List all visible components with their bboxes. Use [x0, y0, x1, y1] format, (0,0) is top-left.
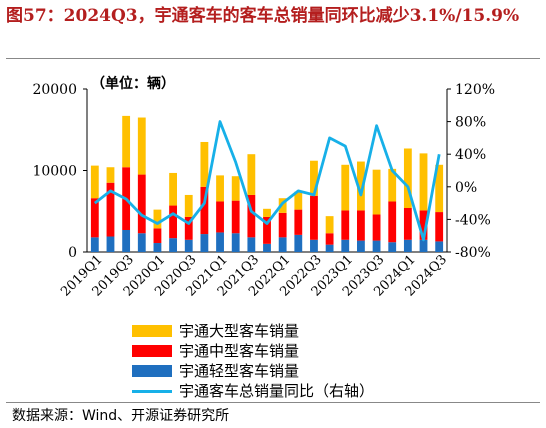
- bar-segment: [357, 210, 365, 241]
- bar-segment: [294, 209, 303, 235]
- figure-title: 图57：2024Q3，宇通客车的客车总销量同环比减少3.1%/15.9%: [6, 6, 520, 26]
- bar-segment: [403, 148, 412, 208]
- legend-label-medium-bus: 宇通中型客车销量: [179, 342, 300, 360]
- bar-segment: [403, 239, 412, 252]
- bar-segment: [419, 210, 428, 240]
- bar-segment: [388, 168, 397, 202]
- right-tick-label: 120%: [455, 82, 495, 98]
- bar-segment: [153, 243, 162, 252]
- bar-segment: [90, 165, 99, 199]
- bar-segment: [263, 216, 271, 244]
- bar-segment: [388, 201, 397, 243]
- bar-segment: [372, 240, 381, 252]
- bar-segment: [216, 232, 224, 252]
- bar-segment: [122, 115, 131, 168]
- bar-segment: [153, 228, 162, 244]
- bar-segment: [357, 240, 365, 252]
- bar-segment: [200, 141, 209, 187]
- bar-segment: [169, 172, 177, 206]
- bar-segment: [231, 233, 240, 252]
- bar-segment: [169, 238, 177, 252]
- bar-segment: [137, 174, 146, 234]
- bar-segment: [278, 212, 287, 238]
- bar-segment: [184, 194, 193, 217]
- bar-segment: [341, 164, 350, 211]
- bar-segment: [90, 198, 99, 238]
- bar-segment: [247, 237, 256, 252]
- left-tick-label: 20000: [32, 82, 77, 98]
- bar-segment: [294, 191, 303, 210]
- bar-segment: [278, 237, 287, 252]
- bar-segment: [325, 216, 334, 234]
- bar-segment: [278, 198, 287, 213]
- bar-segment: [310, 160, 318, 196]
- bar-segment: [372, 214, 381, 241]
- bar-segment: [263, 243, 271, 252]
- bar-segment: [341, 210, 350, 240]
- right-tick-label: -80%: [455, 245, 491, 261]
- bar-segment: [435, 241, 444, 252]
- right-tick-label: 40%: [455, 147, 486, 163]
- bar-segment: [231, 200, 240, 234]
- bar-segment: [341, 239, 350, 252]
- right-tick-label: 0%: [455, 180, 477, 196]
- bar-segment: [216, 175, 224, 202]
- right-tick-label: 80%: [455, 115, 486, 131]
- unit-label: （单位：辆）: [91, 75, 175, 92]
- left-tick-label: 0: [68, 245, 77, 261]
- left-tick-label: 10000: [32, 164, 77, 180]
- bar-segment: [357, 161, 365, 211]
- bar-segment: [388, 242, 397, 252]
- bar-segment: [153, 209, 162, 229]
- bar-segment: [106, 236, 115, 252]
- bar-segment: [263, 208, 271, 217]
- bar-segment: [231, 176, 240, 201]
- bar-segment: [137, 117, 146, 175]
- title-divider: [6, 58, 540, 59]
- legend-label-light-bus: 宇通轻型客车销量: [179, 362, 300, 380]
- source-note: 数据来源：Wind、开源证券研究所: [12, 408, 230, 424]
- legend-label-yoy-line: 宇通客车总销量同比（右轴）: [179, 382, 375, 400]
- bar-segment: [216, 201, 224, 233]
- bar-segment: [90, 237, 99, 252]
- bar-segment: [106, 182, 115, 237]
- bar-segment: [247, 154, 256, 195]
- source-divider: [6, 402, 540, 403]
- bar-segment: [122, 229, 131, 252]
- bar-segment: [372, 169, 381, 215]
- bar-segment: [325, 244, 334, 252]
- legend-label-large-bus: 宇通大型客车销量: [179, 322, 300, 340]
- bar-segment: [419, 153, 428, 211]
- bar-segment: [310, 239, 318, 252]
- bar-segment: [247, 194, 256, 238]
- bar-segment: [137, 233, 146, 252]
- yoy-line: [93, 120, 441, 242]
- bar-segment: [294, 234, 303, 252]
- bar-segment: [169, 205, 177, 239]
- right-tick-label: -40%: [455, 212, 491, 228]
- legend-swatch-light-bus: [132, 365, 172, 377]
- legend-swatch-medium-bus: [132, 345, 172, 357]
- bar-segment: [435, 164, 444, 213]
- bar-segment: [106, 167, 115, 183]
- bar-segment: [200, 186, 209, 235]
- bar-segment: [200, 234, 209, 252]
- bar-segment: [435, 212, 444, 242]
- bar-segment: [184, 216, 193, 240]
- bar-segment: [403, 207, 412, 240]
- legend-swatch-yoy-line: [132, 390, 172, 393]
- legend-swatch-large-bus: [132, 325, 172, 337]
- bar-segment: [419, 239, 428, 252]
- bar-segment: [310, 195, 318, 240]
- bar-segment: [325, 233, 334, 245]
- bar-segment: [184, 239, 193, 252]
